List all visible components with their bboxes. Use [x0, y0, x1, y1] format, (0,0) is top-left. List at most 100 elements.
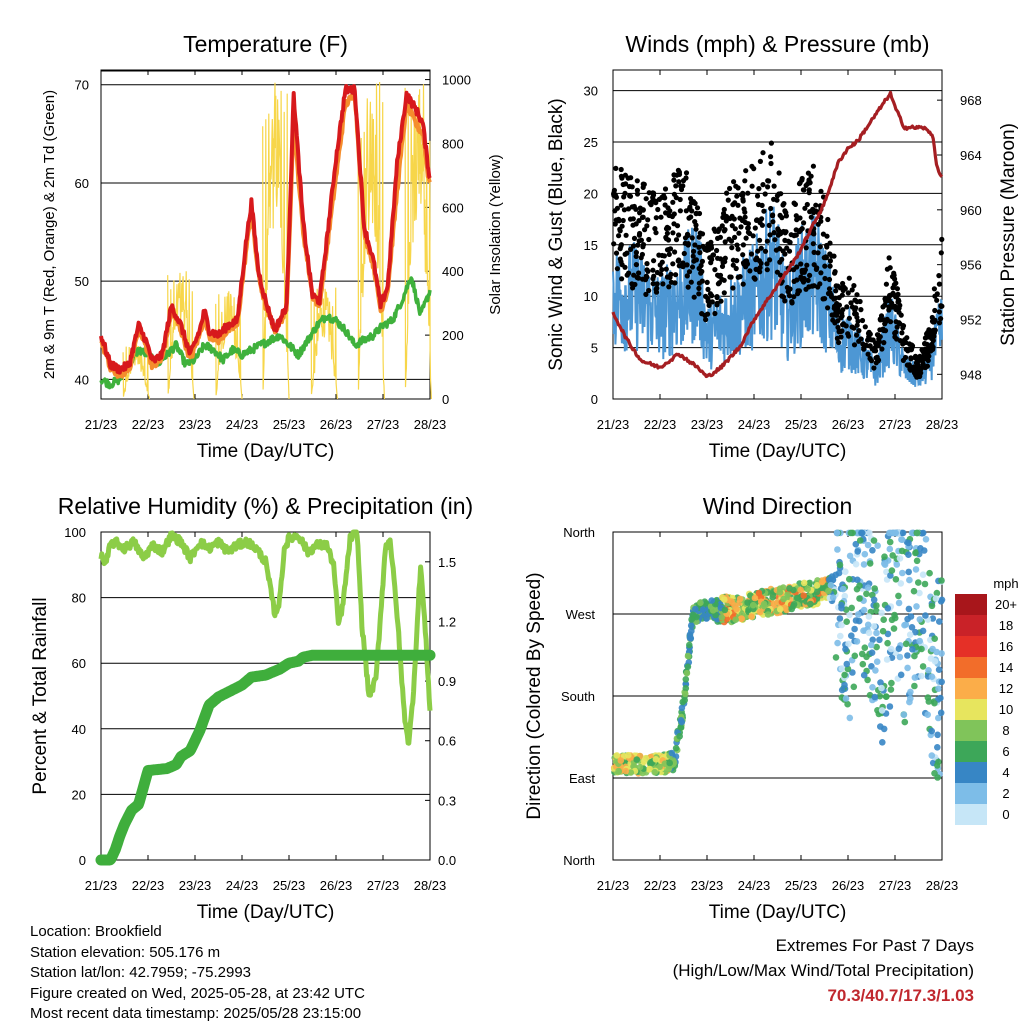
gust-point: [939, 236, 945, 242]
gust-point: [859, 317, 866, 324]
gust-point: [645, 217, 651, 223]
direction-point: [633, 756, 641, 763]
gust-point: [696, 244, 702, 250]
direction-point: [888, 679, 895, 687]
direction-point: [718, 614, 726, 621]
gust-point: [784, 245, 790, 251]
gust-point: [638, 255, 644, 261]
direction-point: [895, 599, 903, 607]
direction-point: [841, 681, 848, 689]
gust-point: [735, 185, 741, 191]
direction-point: [800, 579, 808, 587]
gust-point: [662, 202, 668, 208]
gust-point: [721, 290, 727, 296]
winds-ylabel-right: Station Pressure (Maroon): [998, 123, 1019, 346]
direction-xtick-label: 25/23: [785, 878, 818, 893]
direction-point: [906, 576, 913, 584]
direction-point: [904, 652, 911, 659]
gust-point: [681, 250, 687, 257]
gust-point: [871, 365, 877, 371]
gust-point: [623, 232, 629, 238]
gust-point: [834, 335, 841, 341]
gust-point: [652, 226, 658, 232]
direction-point: [898, 547, 906, 555]
direction-point: [881, 553, 888, 560]
direction-point: [934, 744, 941, 751]
gust-point: [856, 328, 862, 334]
direction-point: [884, 630, 892, 638]
gust-point: [788, 232, 794, 238]
gust-point: [750, 233, 756, 239]
gust-point: [640, 181, 646, 187]
gust-point: [624, 272, 630, 278]
direction-point: [858, 529, 865, 537]
gust-point: [799, 175, 805, 182]
gust-point: [696, 265, 702, 272]
gust-point: [883, 281, 890, 287]
temperature-xtick-label: 24/23: [226, 417, 259, 432]
direction-point: [938, 678, 945, 686]
direction-point: [905, 568, 912, 576]
total-precipitation-line: [95, 649, 436, 866]
gust-point: [886, 255, 892, 261]
direction-point: [890, 625, 898, 632]
direction-point: [813, 588, 821, 596]
gust-point: [743, 235, 749, 241]
gust-point: [745, 229, 752, 235]
temperature-xtick-label: 25/23: [273, 417, 306, 432]
winds-xtick-label: 24/23: [738, 417, 771, 432]
direction-point: [860, 606, 868, 614]
direction-point: [896, 555, 904, 562]
gust-point: [803, 182, 809, 189]
station-elevation: Station elevation: 505.176 m: [30, 943, 221, 961]
direction-point: [853, 638, 861, 645]
gust-point: [902, 354, 909, 361]
gust-point: [764, 261, 770, 267]
gust-point: [767, 257, 773, 263]
gust-point: [773, 247, 780, 253]
gust-point: [671, 177, 677, 183]
gust-point: [743, 264, 749, 270]
winds-ylabel: Sonic Wind & Gust (Blue, Black): [546, 98, 567, 370]
gust-point: [897, 321, 903, 327]
direction-point: [908, 529, 916, 537]
gust-point: [805, 277, 811, 283]
gust-point: [768, 154, 774, 160]
direction-point: [925, 667, 932, 674]
direction-point: [886, 538, 894, 546]
gust-point: [673, 237, 680, 243]
winds-ytick-label: 5: [591, 341, 598, 356]
gust-point: [651, 258, 657, 264]
direction-point: [870, 537, 878, 544]
gust-point: [791, 200, 797, 206]
gust-point: [616, 218, 622, 224]
direction-point: [615, 767, 622, 775]
gust-point: [748, 251, 755, 257]
gust-point: [916, 373, 923, 379]
gust-points: [611, 140, 945, 380]
direction-point: [699, 606, 707, 613]
gust-point: [667, 208, 673, 214]
direction-ytick-label: South: [561, 689, 595, 704]
gust-point: [782, 298, 788, 304]
gust-point: [811, 283, 817, 289]
gust-point: [810, 163, 817, 169]
direction-point: [622, 767, 630, 775]
direction-point: [926, 569, 933, 577]
humidity-xtick-label: 24/23: [226, 878, 259, 893]
direction-point: [780, 595, 787, 603]
gust-point: [643, 196, 649, 202]
gust-point: [893, 294, 899, 300]
direction-point: [874, 707, 881, 714]
winds-ytick-right-label: 948: [960, 367, 982, 382]
direction-point: [888, 567, 896, 574]
gust-point: [771, 183, 777, 189]
gust-point: [831, 296, 837, 302]
gust-point: [674, 223, 681, 229]
speed-legend-swatch: [955, 636, 987, 657]
direction-point: [846, 552, 854, 560]
direction-point: [842, 645, 849, 653]
direction-point: [764, 611, 772, 618]
gust-point: [637, 210, 643, 216]
direction-point: [886, 703, 894, 710]
